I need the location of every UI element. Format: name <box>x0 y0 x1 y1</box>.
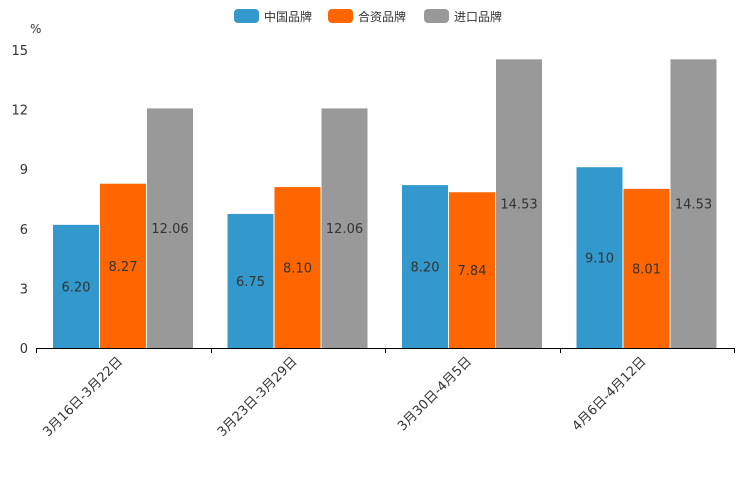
bar <box>321 108 368 349</box>
bar <box>402 185 448 348</box>
legend-swatch-imported-brand <box>424 9 449 23</box>
bar <box>147 108 193 349</box>
bar-value-label: 9.10 <box>585 252 614 267</box>
legend-swatch-china-brand <box>234 9 259 23</box>
x-category-label: 3月23日-3月29日 <box>215 354 301 440</box>
legend-item-imported-brand[interactable]: 进口品牌 <box>424 7 502 25</box>
bar-value-label: 14.53 <box>675 198 712 213</box>
y-tick-label: 12 <box>11 104 28 119</box>
bar <box>496 59 542 348</box>
bar <box>576 167 623 348</box>
bar <box>53 224 99 348</box>
bar-value-label: 6.75 <box>236 275 265 290</box>
chart-legend: 中国品牌 合资品牌 进口品牌 <box>0 7 744 27</box>
y-tick-label: 0 <box>20 342 28 357</box>
x-category-label: 4月6日-4月12日 <box>570 354 650 434</box>
x-category-label: 3月30日-4月5日 <box>395 354 475 434</box>
bar <box>100 183 146 348</box>
legend-label-imported-brand: 进口品牌 <box>454 9 503 24</box>
legend-swatch-joint-venture <box>328 9 353 23</box>
bar-value-label: 8.01 <box>632 262 661 277</box>
y-tick-label: 15 <box>11 44 28 59</box>
y-axis-unit-label: % <box>30 22 42 36</box>
y-tick-label: 9 <box>20 163 28 178</box>
legend-label-china-brand: 中国品牌 <box>264 9 313 24</box>
bar-value-label: 6.20 <box>62 280 91 295</box>
bar-value-label: 8.10 <box>283 262 312 277</box>
bar <box>449 192 495 348</box>
bar-value-label: 8.20 <box>411 261 440 276</box>
bar <box>623 188 670 348</box>
bar <box>227 213 274 348</box>
legend-label-joint-venture: 合资品牌 <box>358 9 407 24</box>
legend-item-china-brand[interactable]: 中国品牌 <box>234 7 312 25</box>
bar <box>274 187 321 348</box>
bar-value-label: 12.06 <box>326 222 363 237</box>
bar-value-label: 14.53 <box>500 198 537 213</box>
bar <box>670 59 717 348</box>
x-category-label: 3月16日-3月22日 <box>40 354 126 440</box>
y-tick-label: 6 <box>20 223 28 238</box>
bar-value-label: 12.06 <box>151 222 188 237</box>
bar-value-label: 7.84 <box>458 264 487 279</box>
legend-item-joint-venture[interactable]: 合资品牌 <box>328 7 406 25</box>
bar-value-label: 8.27 <box>109 260 138 275</box>
y-tick-label: 3 <box>20 282 28 297</box>
